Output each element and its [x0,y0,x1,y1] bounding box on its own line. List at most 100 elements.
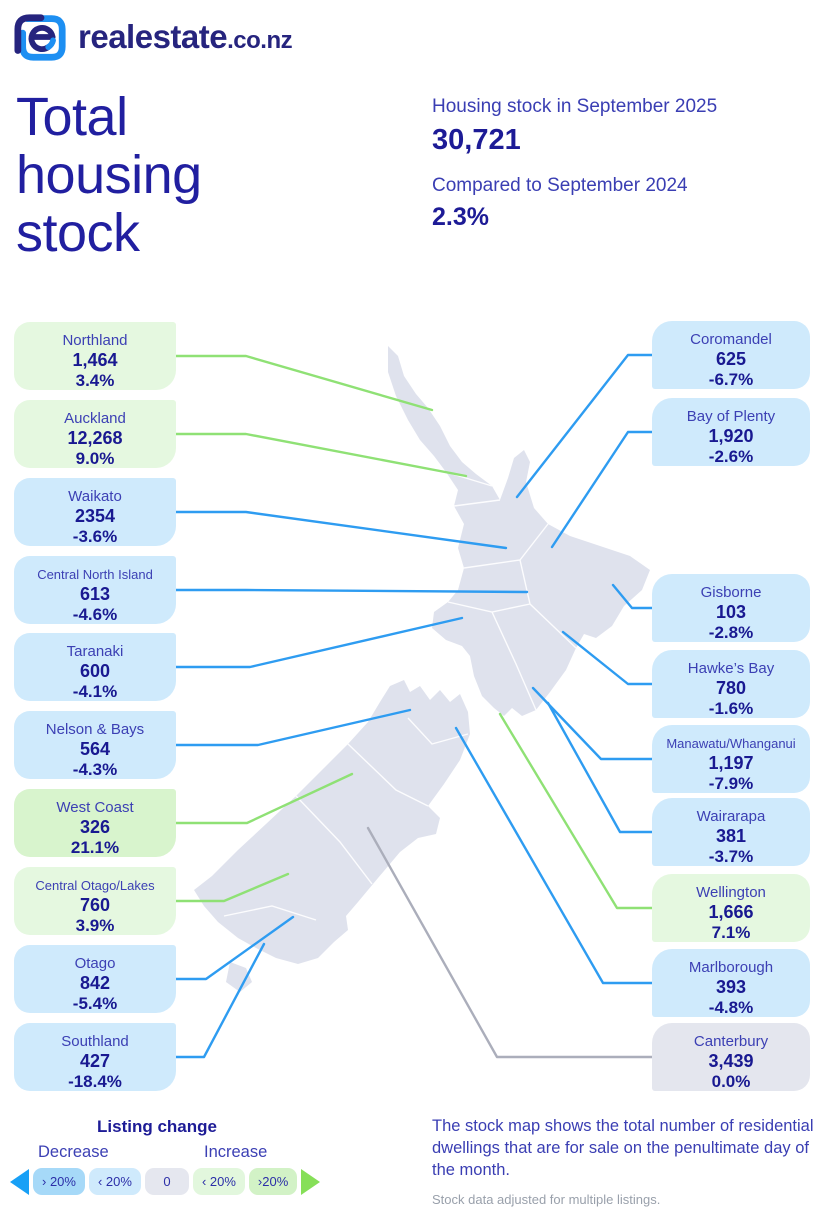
region-name: Gisborne [700,584,762,601]
region-stock: 103 [715,602,747,622]
region-change: 3.9% [75,916,115,935]
connector-marlborough [454,726,654,985]
region-name: Coromandel [690,331,772,348]
region-card-west-coast: West Coast 326 21.1% [14,789,176,857]
region-change: -3.6% [72,527,118,546]
region-change: -7.9% [708,774,754,793]
north-island-shape [388,346,650,716]
legend-title: Listing change [97,1117,217,1136]
region-name: Waikato [68,488,122,505]
region-stock: 427 [79,1051,111,1071]
region-card-canterbury: Canterbury 3,439 0.0% [652,1023,810,1091]
region-card-manawatu-whanganui: Manawatu/Whanganui 1,197 -7.9% [652,725,810,793]
region-change: 21.1% [70,838,120,857]
connector-central-north-island [174,588,529,594]
connector-nelson-bays [174,708,412,747]
footnote-body: The stock map shows the total number of … [432,1117,814,1179]
connector-canterbury [366,826,654,1059]
region-stock: 613 [79,584,111,604]
region-name: Northland [62,332,128,349]
region-stock: 326 [79,817,111,837]
region-stock: 393 [715,977,747,997]
region-card-waikato: Waikato 2354 -3.6% [14,478,176,546]
region-stock: 600 [79,661,111,681]
legend-swatch-zero: 0 [144,1168,189,1195]
region-name: Wellington [696,884,766,901]
legend-swatch-decrease-gt20: › 20% [33,1168,85,1195]
region-name: Manawatu/Whanganui [666,736,796,751]
region-name: Otago [74,955,116,972]
region-stock: 3,439 [708,1051,754,1071]
connector-auckland [174,432,468,478]
region-change: -5.4% [72,994,118,1013]
connector-central-otago-lakes [174,872,290,903]
region-name: Marlborough [688,959,774,976]
region-stock: 1,920 [708,426,754,446]
region-change: 7.1% [711,923,751,942]
region-card-central-otago-lakes: Central Otago/Lakes 760 3.9% [14,867,176,935]
region-stock: 1,197 [708,753,754,773]
connector-wairarapa [546,701,654,834]
region-card-wellington: Wellington 1,666 7.1% [652,874,810,942]
region-change: -2.8% [708,623,754,642]
region-stock: 12,268 [67,428,123,448]
region-name: Wairarapa [696,808,766,825]
region-change: 3.4% [75,371,115,390]
legend-swatch-increase-gt20: ›20% [248,1168,298,1195]
connector-bay-of-plenty [550,430,654,549]
page-title: Total housing stock [16,87,202,263]
region-change: -4.3% [72,760,118,779]
region-name: Central North Island [37,567,153,582]
region-name: Nelson & Bays [45,721,145,738]
brand-logo-text: realestate.co.nz [78,18,293,55]
legend-decrease-label: Decrease [38,1143,109,1161]
connector-manawatu-whanganui [531,686,654,761]
total-change-value: 2.3% [432,203,489,231]
region-name: Auckland [64,410,126,427]
region-card-coromandel: Coromandel 625 -6.7% [652,321,810,389]
region-name: Southland [61,1033,129,1050]
connector-wellington [498,712,654,910]
region-stock: 1,464 [72,350,118,370]
stock-period-label: Housing stock in September 2025 [432,96,718,117]
region-name: Bay of Plenty [686,408,776,425]
brand-logo-icon [14,14,66,61]
region-change: -6.7% [708,370,754,389]
region-card-gisborne: Gisborne 103 -2.8% [652,574,810,642]
region-change: 9.0% [75,449,115,468]
connector-hawkes-bay [561,630,654,686]
region-change: -4.6% [72,605,118,624]
region-card-southland: Southland 427 -18.4% [14,1023,176,1091]
south-island-shape [194,680,470,964]
region-card-auckland: Auckland 12,268 9.0% [14,400,176,468]
connector-otago [174,915,295,981]
brand-logo: realestate.co.nz [14,10,293,64]
region-card-taranaki: Taranaki 600 -4.1% [14,633,176,701]
connector-waikato [174,510,508,550]
increase-arrow-icon [301,1168,321,1195]
region-name: Taranaki [66,643,124,660]
stewart-island-shape [226,962,252,992]
region-change: -1.6% [708,699,754,718]
region-change: -4.8% [708,998,754,1017]
region-stock: 564 [79,739,111,759]
region-card-wairarapa: Wairarapa 381 -3.7% [652,798,810,866]
comparison-label: Compared to September 2024 [432,175,688,196]
legend-swatch-decrease-lt20: ‹ 20% [88,1168,141,1195]
region-change: -2.6% [708,447,754,466]
region-name: Hawke’s Bay [687,660,775,677]
connector-northland [174,354,434,412]
connector-west-coast [174,772,354,825]
region-card-bay-of-plenty: Bay of Plenty 1,920 -2.6% [652,398,810,466]
region-card-marlborough: Marlborough 393 -4.8% [652,949,810,1017]
region-change: -4.1% [72,682,118,701]
connector-coromandel [515,353,654,499]
legend-swatch-increase-lt20: ‹ 20% [192,1168,245,1195]
region-borders [223,471,577,921]
region-card-northland: Northland 1,464 3.4% [14,322,176,390]
decrease-arrow-icon [10,1168,29,1195]
region-change: -18.4% [68,1072,122,1091]
total-stock-value: 30,721 [432,124,521,156]
footnote: The stock map shows the total number of … [432,1116,824,1207]
region-stock: 1,666 [708,902,754,922]
